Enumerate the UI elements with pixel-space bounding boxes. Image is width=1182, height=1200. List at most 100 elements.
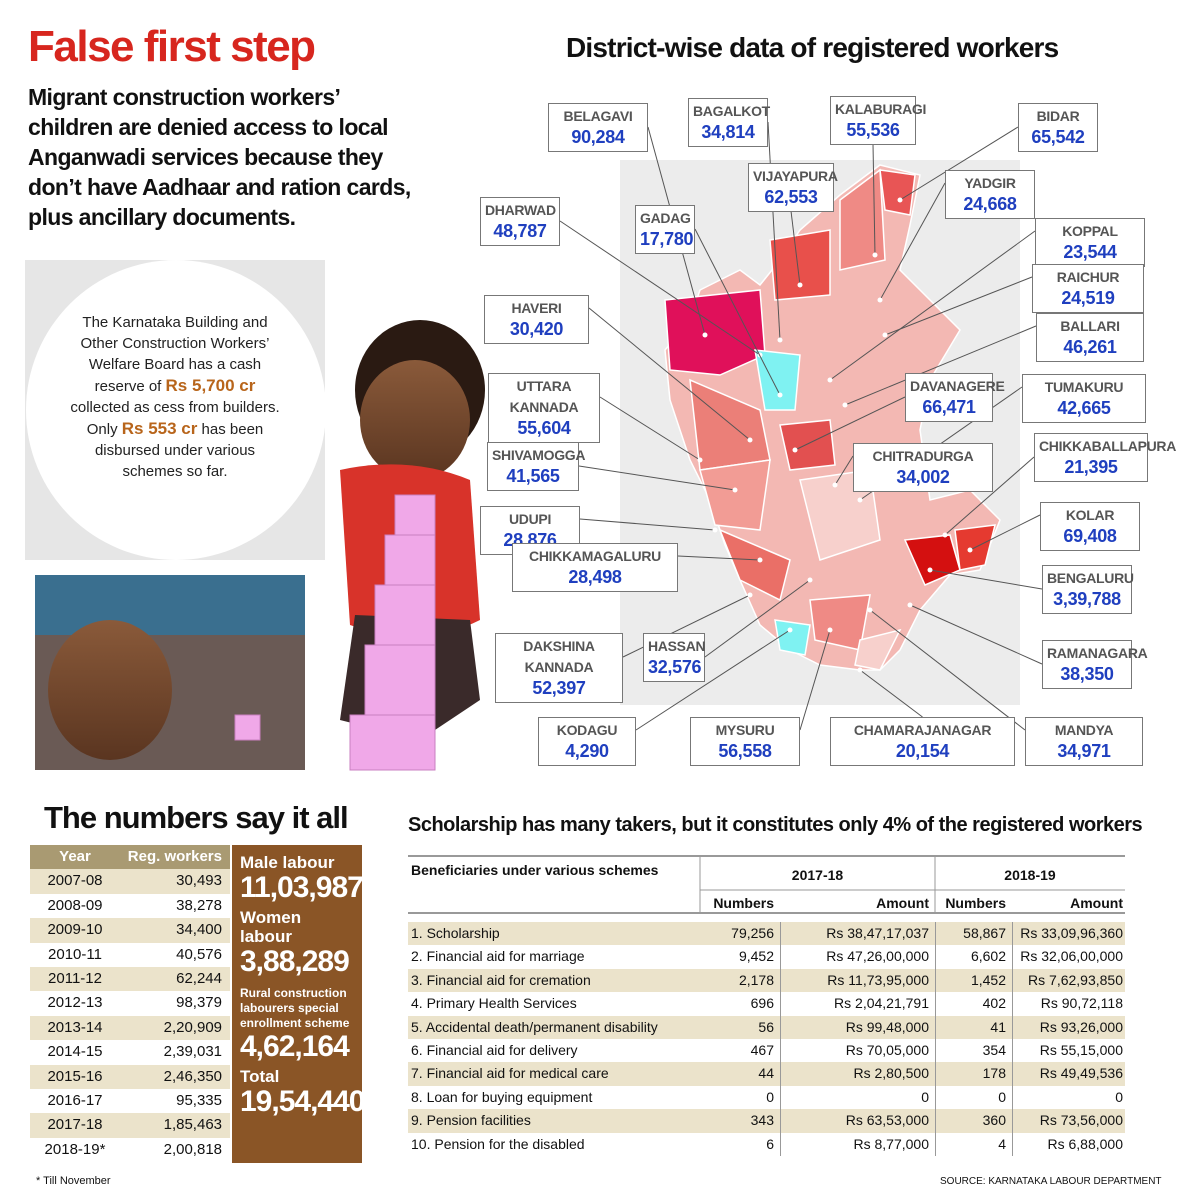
year: 2010-11 bbox=[48, 945, 102, 963]
district-name: KOLAR bbox=[1065, 507, 1115, 523]
district-name: HASSAN bbox=[648, 638, 706, 654]
year: 2013-14 bbox=[47, 1018, 103, 1036]
district-name: DAVANAGERE bbox=[910, 378, 1005, 394]
cell: 44 bbox=[758, 1065, 774, 1082]
district-name: UDUPI bbox=[508, 511, 552, 527]
column-header: Year bbox=[59, 848, 91, 865]
cell: 79,256 bbox=[731, 925, 774, 941]
blocks bbox=[234, 494, 436, 771]
district-name: BAGALKOT bbox=[693, 103, 770, 119]
table-row: 1. Scholarship 79,256 Rs 38,47,17,037 58,86… bbox=[408, 922, 1125, 946]
district-label: GADAG 17,780 bbox=[635, 205, 695, 254]
district-value: 65,542 bbox=[1031, 127, 1085, 147]
table-row: 2012-13 98,379 bbox=[30, 991, 230, 1015]
district-label: RAICHUR 24,519 bbox=[1032, 264, 1144, 313]
district-label: KALABURAGI 55,536 bbox=[830, 96, 926, 145]
leader-dot bbox=[732, 487, 738, 493]
reg-workers: 34,400 bbox=[176, 921, 222, 939]
district-value: 3,39,788 bbox=[1053, 589, 1121, 609]
district-label: DAKSHINA KANNADA 52,397 bbox=[495, 633, 623, 703]
leader-line bbox=[879, 182, 946, 301]
district-label: KODAGU 4,290 bbox=[538, 717, 636, 766]
table-row: 2013-14 2,20,909 bbox=[30, 1015, 230, 1041]
highlight: Rs 553 cr bbox=[121, 419, 198, 438]
scheme-name: 6. Financial aid for delivery bbox=[411, 1041, 578, 1058]
district-value: 48,787 bbox=[493, 221, 547, 241]
district-label: UTTARA KANNADA 55,604 bbox=[488, 373, 600, 443]
district-value: 34,002 bbox=[896, 467, 950, 487]
district-label: CHITRADURGA 34,002 bbox=[853, 443, 993, 492]
cell: Rs 7,62,93,850 bbox=[1012, 968, 1125, 993]
leader-dot bbox=[872, 252, 878, 258]
scheme-name: 9. Pension facilities bbox=[411, 1112, 531, 1129]
cell: Rs 6,88,000 bbox=[1012, 1132, 1125, 1156]
cell: Rs 90,72,118 bbox=[1012, 992, 1125, 1016]
district-value: 24,519 bbox=[1061, 288, 1115, 308]
district-name: SHIVAMOGGA bbox=[492, 447, 586, 463]
district-label: TUMAKURU 42,665 bbox=[1022, 374, 1146, 423]
district-value: 55,536 bbox=[846, 120, 900, 140]
leader-dot bbox=[897, 197, 903, 203]
leader-line bbox=[635, 629, 791, 731]
reg-workers: 95,335 bbox=[176, 1091, 222, 1109]
district-label: BALLARI 46,261 bbox=[1036, 313, 1144, 362]
district-label: DAVANAGERE 66,471 bbox=[905, 373, 1005, 422]
district-name: CHITRADURGA bbox=[872, 448, 974, 464]
scheme-name: 3. Financial aid for cremation bbox=[411, 971, 591, 988]
totals-panel: Male labour 11,03,987 Women labour 3,88,289… bbox=[232, 845, 365, 1163]
leader-dot bbox=[857, 497, 863, 503]
leader-line bbox=[578, 465, 736, 491]
cell: 4 bbox=[935, 1132, 1012, 1156]
year: 2007-08 bbox=[47, 872, 103, 890]
cell: Rs 32,06,00,000 bbox=[1012, 945, 1125, 969]
table-row: 5. Accidental death/permanent disability… bbox=[408, 1015, 1125, 1039]
column-header: Beneficiaries under various schemes bbox=[411, 862, 659, 878]
district-value: 34,814 bbox=[701, 122, 755, 142]
district-name: UTTARA KANNADA bbox=[509, 378, 579, 415]
reg-workers: 40,576 bbox=[176, 945, 222, 963]
scheme-name: 5. Accidental death/permanent disability bbox=[411, 1018, 658, 1035]
district-value: 21,395 bbox=[1064, 457, 1118, 477]
district-name: DHARWAD bbox=[485, 202, 556, 218]
district-value: 90,284 bbox=[571, 127, 625, 147]
leader-dot bbox=[747, 437, 753, 443]
reg-workers: 62,244 bbox=[176, 969, 222, 987]
district-label: BIDAR 65,542 bbox=[1018, 103, 1098, 152]
leader-line bbox=[694, 228, 781, 396]
spacer bbox=[408, 892, 700, 922]
district-value: 38,350 bbox=[1060, 664, 1114, 684]
district-value: 56,558 bbox=[718, 741, 772, 761]
cell: Rs 11,73,95,000 bbox=[780, 968, 935, 993]
year: 2018-19* bbox=[44, 1140, 106, 1158]
district-name: DAKSHINA KANNADA bbox=[523, 638, 595, 675]
artwork bbox=[25, 121, 1043, 771]
leader-line bbox=[704, 579, 811, 658]
footnote: * Till November bbox=[36, 1175, 111, 1187]
district-value: 69,408 bbox=[1063, 526, 1117, 546]
cell: Rs 47,26,00,000 bbox=[780, 945, 935, 969]
cell: Rs 2,04,21,791 bbox=[780, 992, 935, 1016]
district-label: MANDYA 34,971 bbox=[1025, 717, 1143, 766]
cell: 178 bbox=[935, 1062, 1012, 1086]
leader-line bbox=[790, 210, 801, 286]
district-value: 24,668 bbox=[963, 194, 1017, 214]
district-label: KOLAR 69,408 bbox=[1040, 502, 1140, 551]
cell: Rs 63,53,000 bbox=[780, 1109, 935, 1133]
district-label: BELAGAVI 90,284 bbox=[548, 103, 648, 152]
reg-workers: 2,20,909 bbox=[163, 1018, 222, 1036]
column-header: Amount bbox=[876, 895, 929, 911]
leader-line bbox=[799, 629, 831, 731]
leader-line bbox=[969, 514, 1041, 551]
cell: 360 bbox=[935, 1109, 1012, 1133]
leader-line bbox=[884, 276, 1033, 336]
year-header: 2018-19 bbox=[1004, 867, 1056, 883]
total-value: 4,62,164 bbox=[240, 1030, 350, 1063]
year: 2015-16 bbox=[47, 1067, 103, 1085]
district-name: RAICHUR bbox=[1056, 269, 1120, 285]
leader-dot bbox=[832, 482, 838, 488]
leader-dot bbox=[807, 577, 813, 583]
leader-dot bbox=[787, 627, 793, 633]
cell: Rs 70,05,000 bbox=[780, 1038, 935, 1063]
scheme-name: 4. Primary Health Services bbox=[411, 995, 577, 1012]
